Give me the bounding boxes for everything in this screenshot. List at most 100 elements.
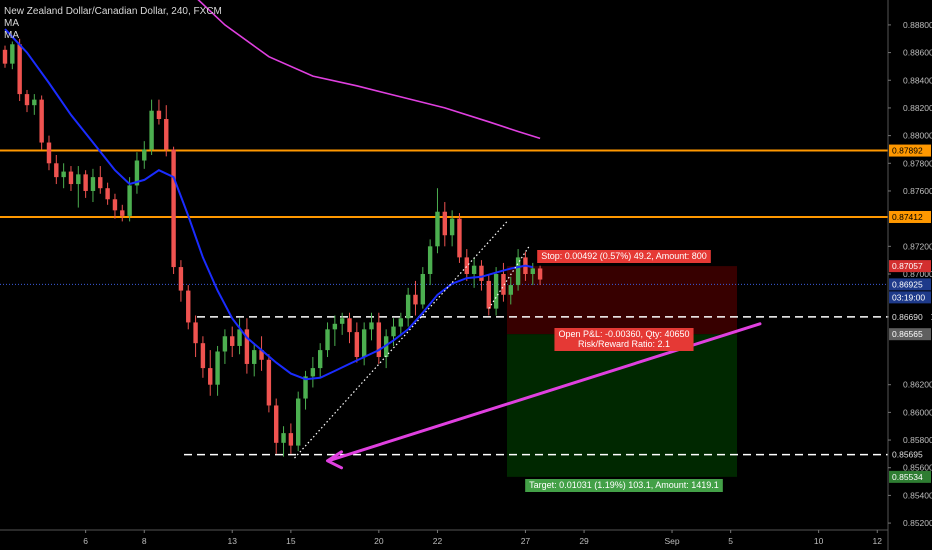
candle-body: [515, 257, 521, 286]
y-tick-label: 0.86200: [903, 380, 932, 390]
candle-body: [61, 171, 66, 178]
x-tick-label: 8: [142, 536, 147, 546]
y-tick-label: 0.85600: [903, 463, 932, 473]
candle-body: [17, 44, 22, 95]
trend-line[interactable]: [294, 221, 508, 459]
trend-line[interactable]: [488, 245, 530, 309]
candle-body: [537, 268, 543, 280]
indicator-label-ma-1[interactable]: MA: [4, 18, 19, 29]
x-tick-label: 13: [227, 536, 237, 546]
x-tick-label: 10: [814, 536, 824, 546]
stop-loss-zone[interactable]: [507, 266, 737, 335]
candle-body: [193, 322, 198, 344]
candle-body: [501, 273, 506, 295]
price-badge-text: 0.86925: [892, 279, 923, 289]
candle-body: [288, 433, 294, 446]
candle-body: [471, 265, 477, 274]
candle-body: [405, 294, 411, 319]
y-tick-label: 0.86000: [903, 407, 932, 417]
take-profit-zone[interactable]: [507, 334, 737, 477]
target-label-box: [525, 479, 723, 492]
moving-averages: [4, 0, 541, 381]
x-tick-label: 12: [873, 536, 883, 546]
level-badge: [889, 144, 931, 157]
candle-body: [230, 336, 235, 346]
y-tick-label: 0.87000: [903, 269, 932, 279]
candle-body: [76, 174, 81, 185]
candle-body: [178, 267, 184, 291]
y-tick-label: 0.87800: [903, 158, 932, 168]
candle-body: [442, 211, 447, 236]
candle-body: [391, 326, 396, 337]
price-badge: [889, 328, 931, 341]
candle-body: [281, 433, 286, 443]
target-label-text: Target: 0.01031 (1.19%) 103.1, Amount: 1…: [529, 480, 719, 490]
indicator-label-ma-2[interactable]: MA: [4, 30, 19, 41]
candle-body: [332, 323, 338, 330]
price-badge: [889, 278, 931, 291]
candle-body: [120, 210, 125, 216]
candle-body: [156, 110, 162, 120]
stop-label-box: [537, 250, 711, 263]
countdown-badge: [889, 291, 931, 304]
candle-body: [222, 336, 228, 352]
candle-body: [420, 273, 426, 305]
candle-body: [457, 218, 462, 258]
price-badge-text: 0.86565: [892, 329, 923, 339]
candle-body: [32, 99, 37, 106]
candle-body: [369, 322, 374, 330]
candle-body: [310, 368, 316, 377]
candle-body: [317, 350, 323, 369]
candle-body: [376, 322, 382, 358]
candle-body: [325, 329, 330, 351]
candle-body: [98, 177, 103, 189]
x-tick-label: 29: [579, 536, 589, 546]
candle-body: [208, 368, 213, 385]
dashed-level-badge-text: 0.86690: [892, 312, 923, 322]
position-zones[interactable]: [507, 266, 737, 477]
candle-body: [354, 332, 360, 358]
candle-body: [361, 329, 367, 358]
y-tick-label: 0.88000: [903, 131, 932, 141]
pnl-label: Open P&L: -0.00360, Qty: 40650Risk/Rewar…: [554, 328, 694, 351]
candle-body: [10, 44, 15, 64]
level-badge: [889, 210, 931, 223]
price-badge: [889, 260, 931, 273]
candle-body: [2, 49, 8, 64]
candle-body: [83, 174, 88, 191]
ma-slow-line: [197, 0, 541, 140]
pnl-text: Open P&L: -0.00360, Qty: 40650: [558, 329, 689, 339]
price-badge: [889, 470, 931, 483]
x-tick-label: Sep: [664, 536, 679, 546]
y-tick-label: 0.85200: [903, 518, 932, 528]
level-badge-text: 0.87412: [892, 212, 923, 222]
y-tick-label: 0.88600: [903, 48, 932, 58]
arrow-head-icon[interactable]: [326, 450, 344, 470]
candle-body: [237, 329, 242, 346]
candle-body: [164, 119, 169, 150]
candle-body: [493, 273, 499, 309]
y-tick-label: 0.88400: [903, 75, 932, 85]
target-label: Target: 0.01031 (1.19%) 103.1, Amount: 1…: [525, 479, 723, 492]
candle-body: [383, 336, 389, 358]
candle-body: [112, 199, 118, 211]
countdown-badge-text: 03:19:00: [892, 292, 925, 302]
y-tick-label: 0.87200: [903, 241, 932, 251]
candle-body: [149, 110, 154, 150]
candle-body: [479, 265, 484, 281]
candle-body: [435, 211, 440, 247]
candle-body: [186, 290, 191, 323]
candle-body: [427, 246, 433, 274]
x-tick-label: 27: [521, 536, 531, 546]
x-tick-label: 20: [374, 536, 384, 546]
y-tick-label: 0.85400: [903, 490, 932, 500]
candle-body: [200, 343, 206, 369]
candle-body: [398, 318, 404, 327]
candle-body: [39, 99, 44, 143]
stop-label-text: Stop: 0.00492 (0.57%) 49.2, Amount: 800: [541, 251, 707, 261]
candle-body: [127, 185, 132, 216]
candle-body: [339, 318, 345, 324]
